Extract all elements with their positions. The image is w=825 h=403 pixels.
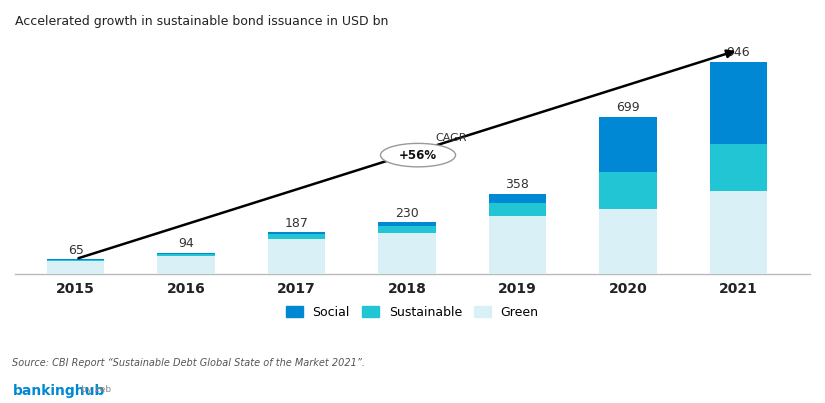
Bar [710,144,767,191]
Bar [710,62,767,144]
Bar [599,209,657,274]
Text: 94: 94 [178,237,194,250]
Bar [379,233,436,274]
Text: 358: 358 [506,179,530,191]
Bar [47,260,105,261]
Bar [488,193,546,203]
Bar [158,253,214,254]
Ellipse shape [380,143,455,167]
Bar [47,259,105,260]
Text: Accelerated growth in sustainable bond issuance in USD bn: Accelerated growth in sustainable bond i… [15,15,389,28]
Text: 65: 65 [68,244,83,257]
Text: bankinghub: bankinghub [12,384,105,398]
Bar [599,117,657,172]
Text: 230: 230 [395,207,419,220]
Bar [599,172,657,209]
Legend: Social, Sustainable, Green: Social, Sustainable, Green [286,306,539,319]
Bar [158,254,214,256]
Bar [710,191,767,274]
Text: 187: 187 [285,216,309,230]
Bar [268,239,325,274]
Text: Source: CBI Report “Sustainable Debt Global State of the Market 2021”.: Source: CBI Report “Sustainable Debt Glo… [12,358,365,368]
Text: 946: 946 [727,46,750,59]
Bar [379,226,436,233]
Text: by zeb: by zeb [81,385,111,394]
Bar [488,216,546,274]
Bar [379,222,436,226]
Bar [268,234,325,239]
Bar [488,203,546,216]
Bar [47,261,105,274]
Text: 699: 699 [616,101,639,114]
Bar [268,232,325,234]
Text: CAGR: CAGR [436,133,467,143]
Bar [158,256,214,274]
Text: +56%: +56% [399,149,437,162]
